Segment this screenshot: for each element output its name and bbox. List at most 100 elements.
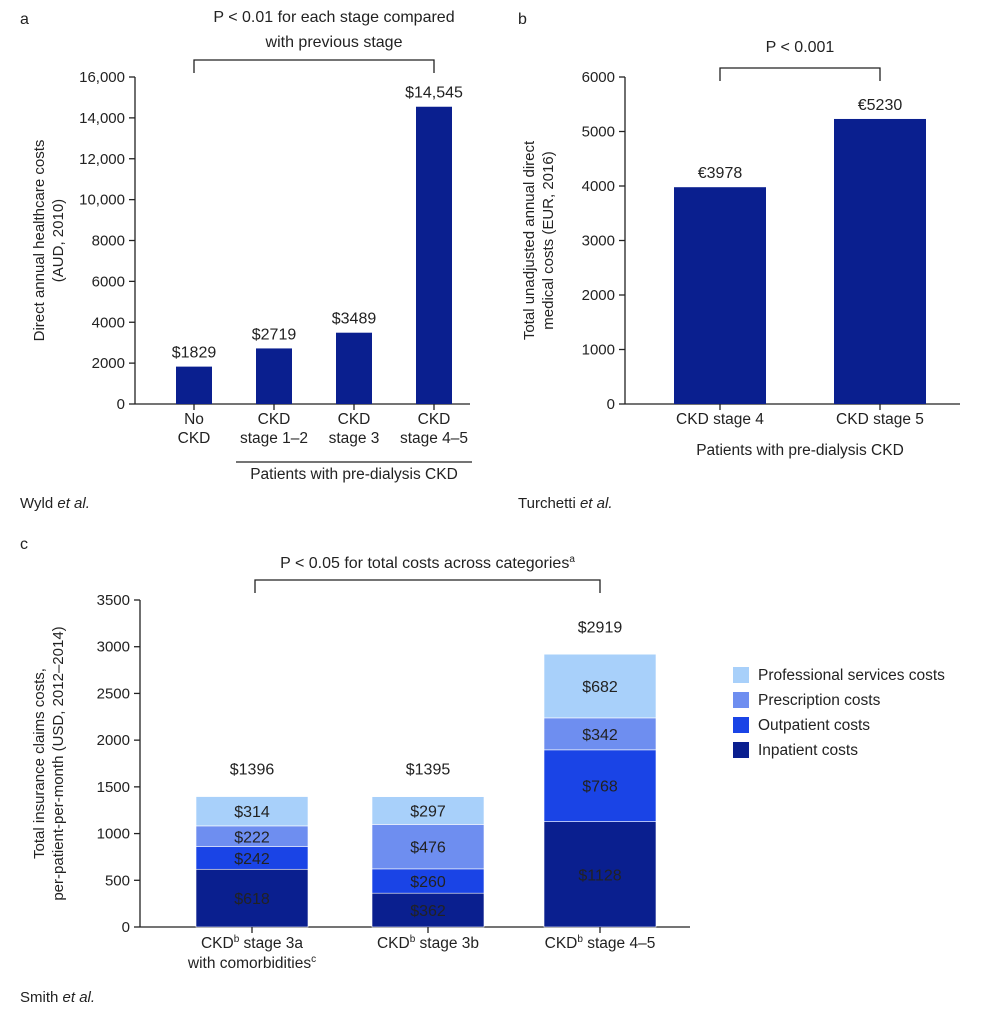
panel-b-y-tick-label: 6000	[582, 69, 615, 86]
panel-c-bar-segment-prescription	[543, 717, 657, 751]
panel-a-source-etal: et al.	[57, 495, 90, 512]
panel-c-category-superscript: b	[577, 934, 583, 945]
panel-b-source: Turchetti et al.	[518, 495, 613, 512]
panel-c-significance-superscript: a	[569, 554, 575, 565]
panel-a-y-axis-label: (AUD, 2010)	[50, 199, 67, 282]
legend-swatch-outpatient	[733, 717, 749, 733]
panel-b-y-tick-label: 4000	[582, 178, 615, 195]
panel-a-y-tick-label: 2000	[92, 355, 125, 372]
panel-a-category-label: stage 4–5	[400, 430, 468, 447]
legend-swatch-prescription	[733, 692, 749, 708]
panel-c-bar-segment-prescription	[371, 824, 485, 870]
panel-a-category-label: CKD	[418, 411, 451, 428]
panel-a-bar	[336, 332, 372, 404]
panel-c-category-label: with comorbiditiesc	[187, 954, 316, 972]
legend-label-professional: Professional services costs	[758, 667, 945, 684]
panel-c-segment-value-label: $362	[410, 903, 446, 920]
panel-c-bar-total-label: $1396	[230, 762, 275, 779]
panel-c-segment-value-label: $222	[234, 829, 270, 846]
panel-b-y-tick-label: 1000	[582, 342, 615, 359]
panel-b-bar	[674, 187, 766, 404]
panel-c-bar-segment-inpatient	[371, 892, 485, 928]
panel-b-bar	[834, 118, 926, 404]
panel-c-significance-main: P < 0.05 for total costs across categori…	[280, 555, 569, 572]
panel-a-letter: a	[20, 11, 29, 28]
panel-b-y-tick-label: 5000	[582, 124, 615, 141]
panel-a-bar-value-label: $1829	[172, 345, 217, 362]
panel-a-bar-value-label: $2719	[252, 326, 297, 343]
legend-swatch-professional	[733, 667, 749, 683]
panel-c-segment-value-label: $1128	[578, 867, 621, 884]
panel-c-category-superscript: b	[410, 934, 416, 945]
panel-b-bar-value-label: €5230	[858, 97, 903, 114]
panel-c-category-text: with comorbidities	[187, 955, 311, 972]
panel-a-significance-text: with previous stage	[265, 34, 403, 51]
panel-b-significance-text: P < 0.001	[766, 39, 835, 56]
panel-c-y-tick-label: 1500	[97, 779, 130, 796]
panel-a-category-label: No	[184, 411, 204, 428]
panel-a-group-label: Patients with pre-dialysis CKD	[250, 466, 458, 483]
panel-a-category-label: stage 3	[329, 430, 380, 447]
panel-c-source-author: Smith	[20, 989, 63, 1006]
panel-a-bar	[256, 348, 292, 404]
panel-c-y-tick-label: 0	[122, 919, 130, 936]
panel-c-segment-value-label: $476	[410, 840, 446, 857]
panel-c-chart: c 0 500 1000 1500 2000 2500 3000 3500 Total insur…	[20, 536, 945, 1006]
panel-b-y-axis-label: medical costs (EUR, 2016)	[540, 151, 557, 329]
panel-c-segment-value-label: $242	[234, 851, 270, 868]
panel-c-segment-value-label: $314	[234, 804, 270, 821]
panel-c-category-text: stage 3a	[239, 935, 303, 952]
panel-c-bar-segment-professional	[371, 796, 485, 825]
panel-a-category-label: stage 1–2	[240, 430, 308, 447]
panel-c-category-superscript: c	[311, 954, 316, 965]
panel-c-bar-segment-professional	[195, 796, 309, 827]
panel-b-source-etal: et al.	[580, 495, 613, 512]
panel-a-y-tick-label: 14,000	[79, 110, 125, 127]
panel-c-category-text: stage 3b	[415, 935, 479, 952]
panel-c-segment-value-label: $618	[234, 891, 270, 908]
panel-a-y-tick-label: 4000	[92, 314, 125, 331]
panel-c-y-tick-label: 3000	[97, 639, 130, 656]
panel-a-source: Wyld et al.	[20, 495, 90, 512]
panel-c-source: Smith et al.	[20, 989, 95, 1006]
panel-c-segment-value-label: $682	[582, 679, 618, 696]
panel-c-segment-value-label: $342	[582, 727, 618, 744]
panel-c-category-label: CKDb stage 4–5	[545, 934, 656, 952]
panel-a-bar	[176, 366, 212, 404]
panel-b-chart: b 0 1000 2000 3000 4000 5000 6000 Total unadjust…	[518, 11, 960, 512]
panel-b-y-tick-label: 2000	[582, 287, 615, 304]
panel-c-bar-segment-professional	[543, 653, 657, 719]
panel-b-x-axis-label: Patients with pre-dialysis CKD	[696, 442, 904, 459]
panel-c-category-text: CKD	[545, 935, 578, 952]
panel-c-category-label: CKDb stage 3b	[377, 934, 479, 952]
panel-c-segment-value-label: $260	[410, 874, 446, 891]
panel-c-y-axis-label: per-patient-per-month (USD, 2012–2014)	[50, 626, 67, 900]
panel-c-bar-segment-outpatient	[543, 749, 657, 822]
panel-c-category-text: CKD	[201, 935, 234, 952]
panel-c-y-tick-label: 3500	[97, 592, 130, 609]
panel-b-y-axis-label: Total unadjusted annual direct	[521, 140, 538, 340]
panel-a-y-tick-label: 6000	[92, 273, 125, 290]
panel-a-y-tick-label: 12,000	[79, 151, 125, 168]
panel-a-significance-bracket	[193, 59, 435, 73]
panel-a-source-author: Wyld	[20, 495, 57, 512]
panel-b-y-tick-label: 0	[607, 396, 615, 413]
panel-a-y-axis-label: Direct annual healthcare costs	[31, 140, 48, 342]
panel-c-bar-segment-inpatient	[195, 868, 309, 928]
panel-b-y-tick-label: 3000	[582, 233, 615, 250]
legend-label-inpatient: Inpatient costs	[758, 742, 858, 759]
panel-c-bar-total-label: $1395	[406, 762, 451, 779]
panel-b-bar-value-label: €3978	[698, 165, 743, 182]
panel-a-significance-text: P < 0.01 for each stage compared	[213, 9, 454, 26]
panel-c-y-tick-label: 2000	[97, 732, 130, 749]
panel-c-y-tick-label: 2500	[97, 685, 130, 702]
panel-c-category-superscript: b	[234, 934, 240, 945]
panel-a-y-tick-label: 0	[117, 396, 125, 413]
panel-a-chart: a 0 2000 4000 6000 8000 10,000 12,000 14,000 16,0…	[20, 9, 472, 512]
panel-c-legend: Professional services costs Prescription …	[733, 667, 945, 759]
panel-c-category-label: CKDb stage 3a	[201, 934, 303, 952]
panel-c-y-tick-label: 1000	[97, 826, 130, 843]
legend-label-prescription: Prescription costs	[758, 692, 881, 709]
panel-b-source-author: Turchetti	[518, 495, 580, 512]
